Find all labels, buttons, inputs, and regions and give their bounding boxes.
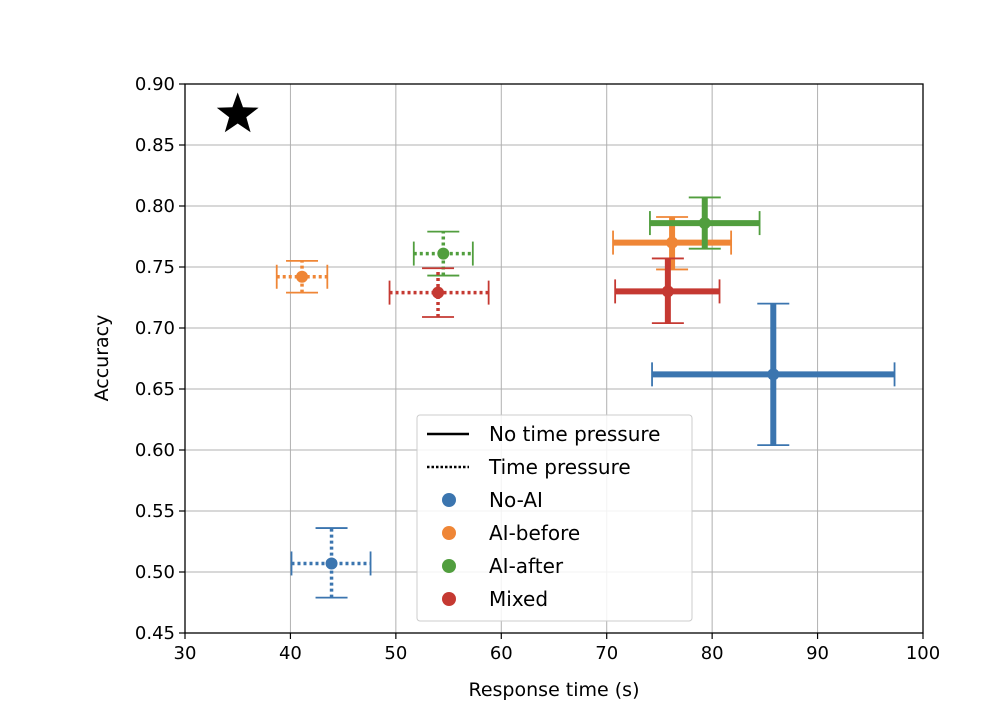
- legend: No time pressure Time pressure No-AI AI-bef…: [416, 414, 693, 622]
- x-tick-label: 70: [595, 643, 618, 664]
- x-tick-label: 100: [906, 643, 940, 664]
- legend-label: Mixed: [489, 587, 548, 611]
- legend-label: AI-after: [489, 554, 564, 578]
- y-tick-label: 0.60: [135, 440, 175, 461]
- data-point: [767, 368, 780, 381]
- y-tick-label: 0.75: [135, 257, 175, 278]
- y-tick-label: 0.90: [135, 74, 175, 95]
- y-tick-label: 0.50: [135, 562, 175, 583]
- data-point: [325, 557, 338, 570]
- data-point: [432, 286, 445, 299]
- data-point: [661, 285, 674, 298]
- reference-star-marker: [216, 92, 259, 133]
- x-tick-label: 40: [279, 643, 302, 664]
- data-point: [698, 217, 711, 230]
- legend-marker: [442, 559, 456, 573]
- legend-box: [416, 414, 693, 622]
- plot-area: [216, 92, 896, 599]
- legend-marker: [442, 592, 456, 606]
- legend-marker: [442, 526, 456, 540]
- x-tick-label: 60: [490, 643, 513, 664]
- y-tick-label: 0.55: [135, 501, 175, 522]
- y-tick-label: 0.65: [135, 379, 175, 400]
- data-point: [296, 270, 309, 283]
- y-axis-label: Accuracy: [91, 315, 113, 402]
- data-point: [437, 247, 450, 260]
- y-tick-label: 0.80: [135, 196, 175, 217]
- x-tick-label: 50: [384, 643, 407, 664]
- x-tick-label: 30: [174, 643, 197, 664]
- axis-ticks: 30 40 50 60 70 80 90 100 0.45 0.50 0.55 0.60 0.65 0.7…: [135, 74, 940, 664]
- legend-label: No time pressure: [489, 422, 660, 446]
- y-tick-label: 0.85: [135, 135, 175, 156]
- y-tick-label: 0.70: [135, 318, 175, 339]
- legend-label: No-AI: [489, 488, 543, 512]
- legend-label: Time pressure: [488, 455, 631, 479]
- axes-frame: [184, 83, 924, 634]
- x-tick-label: 80: [701, 643, 724, 664]
- y-tick-label: 0.45: [135, 623, 175, 644]
- legend-marker: [442, 493, 456, 507]
- x-tick-label: 90: [806, 643, 829, 664]
- data-point: [666, 236, 679, 249]
- legend-label: AI-before: [489, 521, 580, 545]
- x-axis-label: Response time (s): [469, 679, 640, 701]
